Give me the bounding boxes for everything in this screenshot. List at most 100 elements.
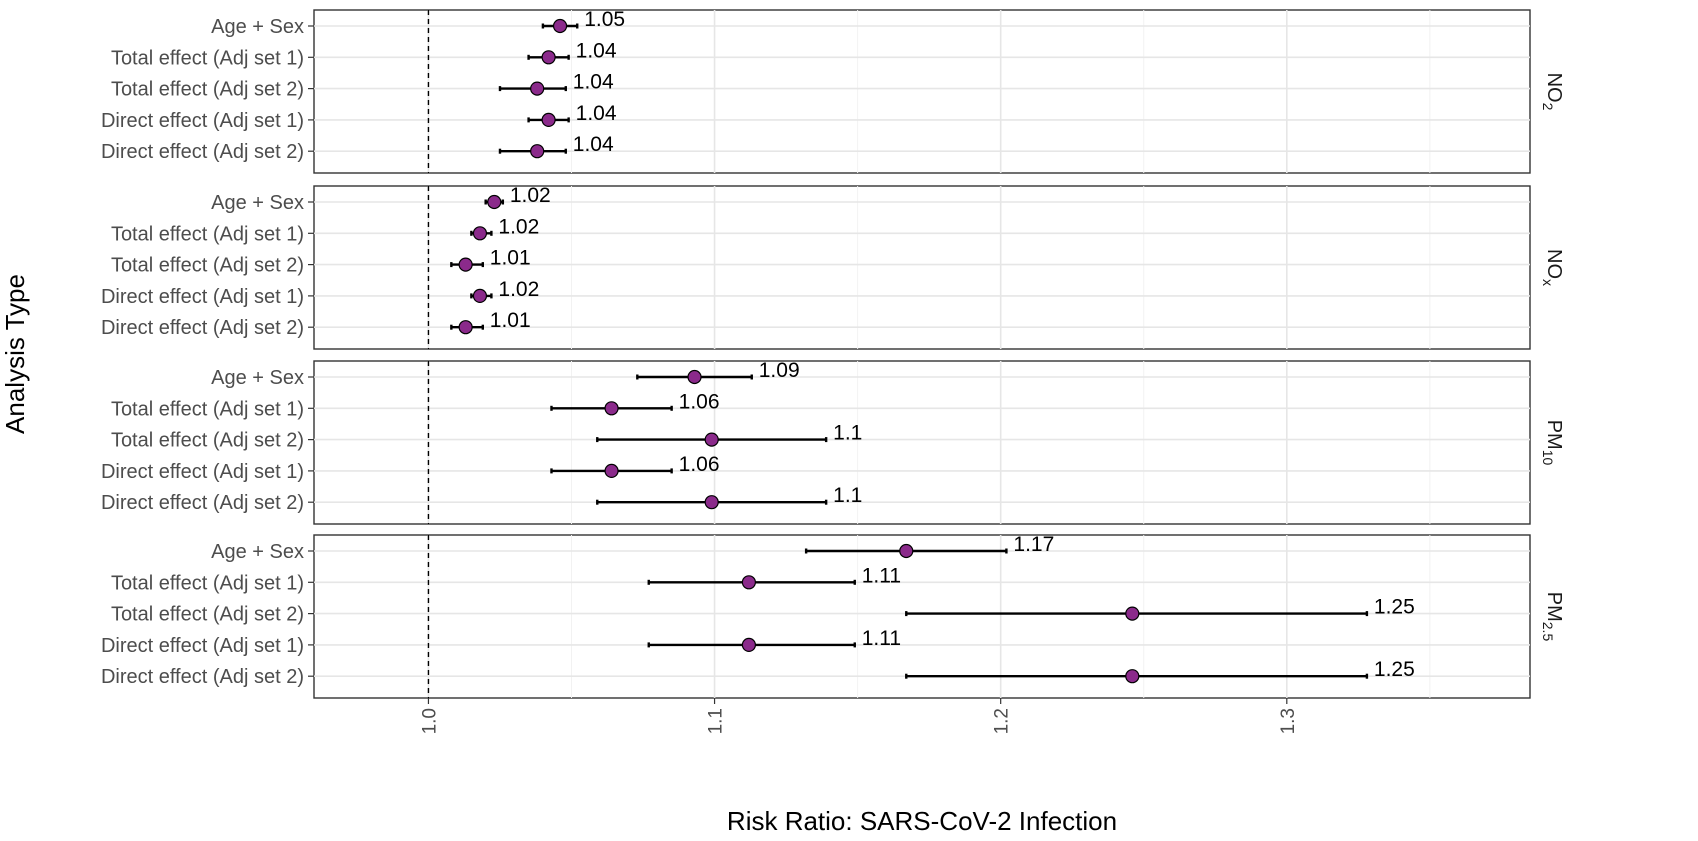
estimate-row: 1.11 — [647, 627, 901, 653]
value-label: 1.04 — [573, 71, 614, 94]
estimate-row: 1.05 — [541, 8, 625, 34]
y-tick-label: Total effect (Adj set 1) — [111, 572, 304, 594]
value-label: 1.01 — [490, 309, 531, 332]
estimate-point — [541, 50, 556, 65]
estimate-point — [741, 637, 756, 653]
value-label: 1.1 — [833, 484, 862, 507]
value-label: 1.09 — [759, 359, 800, 382]
estimate-point — [458, 257, 473, 272]
estimate-point — [552, 18, 568, 34]
facet-panel-2: Age + Sex 1.09 Total effect (Adj set 1) 1.0… — [101, 359, 1565, 525]
estimate-point — [458, 320, 473, 335]
estimate-point — [741, 575, 756, 590]
estimate-point — [704, 495, 719, 510]
facet-panel-3: Age + Sex 1.17 Total effect (Adj set 1) 1.1… — [101, 533, 1565, 699]
estimate-row: 1.06 — [550, 453, 720, 478]
y-tick-label: Age + Sex — [211, 367, 304, 389]
value-label: 1.17 — [1013, 533, 1054, 556]
strip-label-subscript: x — [1540, 279, 1556, 286]
estimate-row: 1.1 — [596, 484, 862, 510]
value-label: 1.11 — [862, 564, 901, 587]
facet-panel-1: Age + Sex 1.02 Total effect (Adj set 1) 1.0… — [101, 184, 1565, 350]
value-label: 1.05 — [584, 8, 625, 31]
facet-panel-0: Age + Sex 1.05 Total effect (Adj set 1) 1.0… — [101, 8, 1565, 174]
estimate-point — [472, 226, 488, 241]
estimate-row: 1.25 — [905, 658, 1415, 684]
y-tick-label: Total effect (Adj set 2) — [111, 255, 304, 277]
value-label: 1.25 — [1374, 658, 1415, 681]
value-label: 1.02 — [498, 215, 539, 238]
value-label: 1.02 — [498, 278, 539, 301]
estimate-point — [472, 288, 488, 303]
y-tick-label: Total effect (Adj set 2) — [111, 604, 304, 626]
estimate-row: 1.04 — [498, 133, 614, 159]
estimate-row: 1.17 — [804, 533, 1054, 559]
y-tick-label: Total effect (Adj set 1) — [111, 398, 304, 420]
value-label: 1.04 — [576, 102, 617, 125]
estimate-row: 1.01 — [450, 309, 531, 335]
estimate-row: 1.01 — [450, 247, 531, 272]
estimate-point — [1125, 669, 1140, 684]
x-tick-label: 1.0 — [419, 708, 440, 734]
x-axis-title: Risk Ratio: SARS-CoV-2 Infection — [727, 806, 1117, 836]
estimate-point — [530, 144, 545, 159]
value-label: 1.1 — [833, 422, 862, 445]
estimate-point — [604, 401, 619, 416]
facet-strip-label: NOx — [1540, 249, 1565, 286]
strip-label-main: NO — [1543, 249, 1565, 279]
value-label: 1.04 — [573, 133, 614, 156]
value-label: 1.25 — [1374, 596, 1415, 619]
estimate-row: 1.02 — [470, 278, 539, 303]
x-axis: 1.0 1.1 1.2 1.3 — [419, 698, 1299, 734]
x-tick-label: 1.3 — [1278, 708, 1299, 734]
y-tick-label: Total effect (Adj set 1) — [111, 47, 304, 69]
estimate-row: 1.04 — [527, 39, 617, 65]
facet-background — [313, 360, 1531, 525]
estimate-point — [687, 369, 702, 385]
estimate-point — [604, 463, 619, 478]
facet-background — [313, 185, 1531, 350]
x-tick-label: 1.1 — [706, 708, 727, 734]
estimate-point — [530, 81, 545, 96]
y-tick-label: Direct effect (Adj set 1) — [101, 635, 304, 657]
y-tick-label: Age + Sex — [211, 16, 304, 38]
strip-label-main: NO — [1543, 73, 1565, 103]
estimate-point — [1125, 606, 1140, 621]
strip-label-main: PM — [1543, 420, 1565, 450]
x-tick-label: 1.2 — [992, 708, 1013, 734]
estimate-row: 1.04 — [527, 102, 617, 128]
estimate-row: 1.02 — [470, 215, 539, 241]
facet-panels: Age + Sex 1.05 Total effect (Adj set 1) 1.0… — [101, 8, 1565, 699]
value-label: 1.02 — [510, 184, 551, 207]
y-tick-label: Direct effect (Adj set 2) — [101, 317, 304, 339]
estimate-row: 1.02 — [484, 184, 551, 210]
strip-label-subscript: 10 — [1540, 450, 1556, 466]
estimate-row: 1.11 — [647, 564, 901, 590]
estimate-row: 1.06 — [550, 390, 720, 416]
value-label: 1.06 — [679, 453, 720, 476]
y-tick-label: Total effect (Adj set 2) — [111, 430, 304, 452]
strip-label-main: PM — [1543, 592, 1565, 622]
value-label: 1.11 — [862, 627, 901, 650]
y-tick-label: Total effect (Adj set 2) — [111, 79, 304, 101]
strip-label-subscript: 2 — [1540, 103, 1556, 111]
y-tick-label: Direct effect (Adj set 1) — [101, 461, 304, 483]
estimate-point — [541, 112, 556, 128]
value-label: 1.06 — [679, 390, 720, 413]
estimate-row: 1.04 — [498, 71, 614, 96]
facet-background — [313, 9, 1531, 174]
y-tick-label: Direct effect (Adj set 2) — [101, 666, 304, 688]
estimate-row: 1.1 — [596, 422, 862, 447]
estimate-point — [704, 432, 719, 447]
facet-strip-label: PM2.5 — [1540, 592, 1565, 642]
y-tick-label: Total effect (Adj set 1) — [111, 223, 304, 245]
facet-strip-label: PM10 — [1540, 420, 1565, 466]
y-tick-label: Direct effect (Adj set 1) — [101, 110, 304, 132]
strip-label-subscript: 2.5 — [1540, 622, 1556, 642]
y-tick-label: Age + Sex — [211, 192, 304, 214]
y-tick-label: Age + Sex — [211, 541, 304, 563]
value-label: 1.04 — [576, 39, 617, 62]
value-label: 1.01 — [490, 247, 531, 270]
y-tick-label: Direct effect (Adj set 1) — [101, 286, 304, 308]
